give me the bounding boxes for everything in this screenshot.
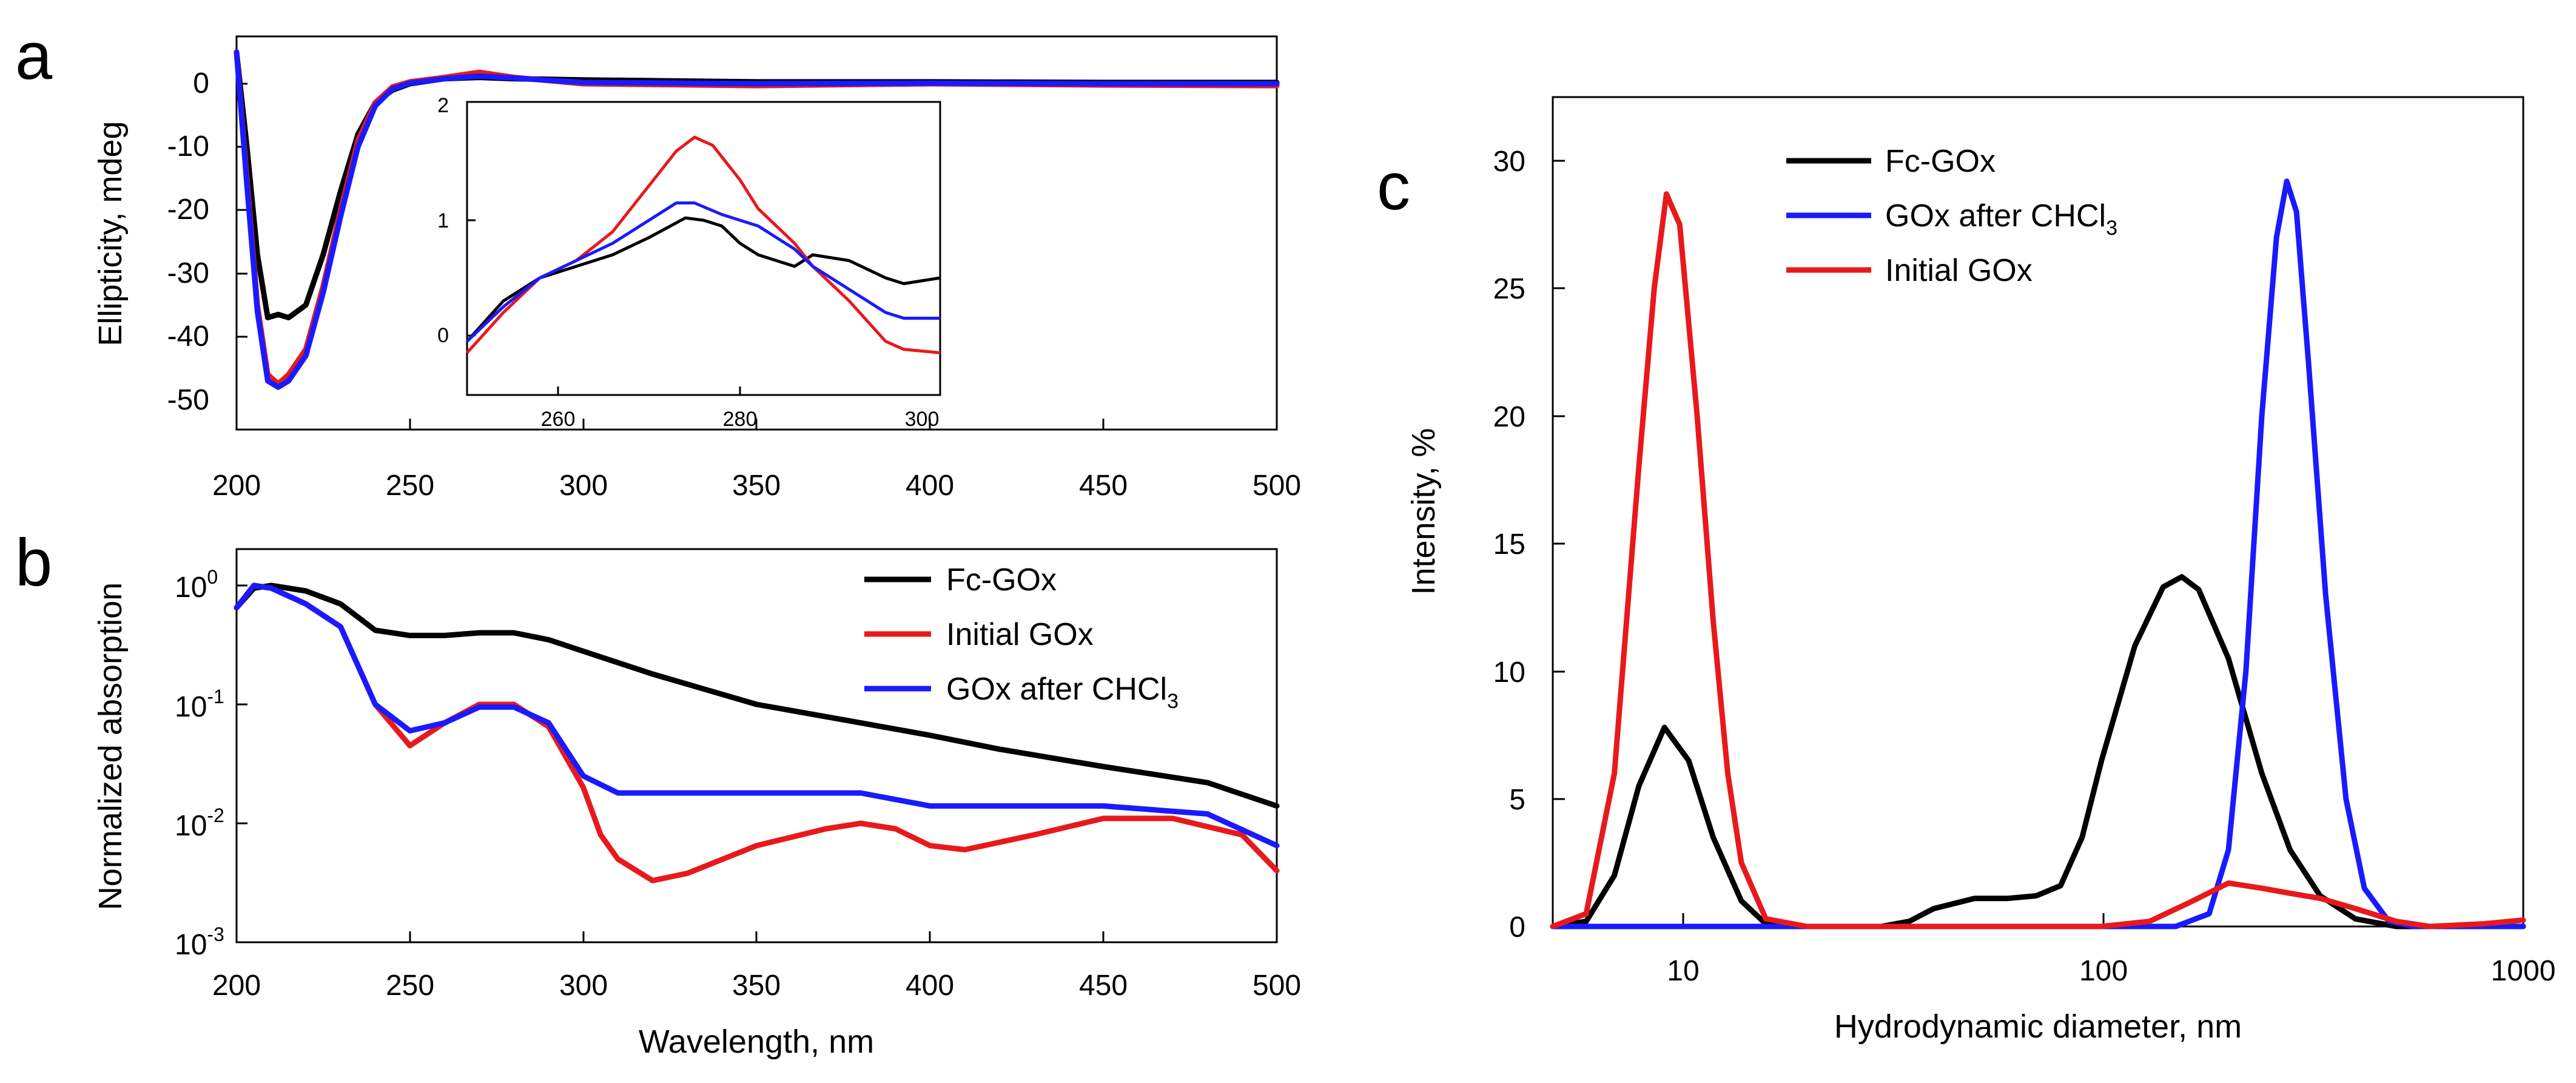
panel-b-xtick-label: 400 [906,970,954,1002]
panel-c-y-axis-title: Intensity, % [1405,428,1442,595]
panel-a-inset-xtick-label: 300 [905,408,940,431]
panel-a-inset-ytick-label: 2 [437,94,449,117]
panel-c-legend: Fc-GOx GOx after CHCl3 Initial GOx [1786,144,2117,288]
panel-a-y-ticks: 0 -10 -20 -30 -40 -50 [167,67,247,416]
panel-c-series-fc-gox [1550,574,2526,929]
panel-a-series [234,49,1280,390]
panel-c-ytick-label: 5 [1509,784,1525,816]
panel-b-xtick-label: 300 [559,970,608,1002]
panel-a-xtick-label: 200 [212,470,261,502]
panel-a-ytick-label: 0 [193,67,209,100]
panel-c-legend-label-gox-after-chcl3: GOx after CHCl3 [1885,198,2117,240]
panel-a-inset-frame [466,101,941,396]
panel-b-frame [235,548,1278,943]
panel-b-legend-label-initial-gox: Initial GOx [946,617,1094,652]
panel-c-ytick-label: 30 [1493,146,1525,178]
panel-b-xtick-label: 450 [1079,970,1128,1002]
panel-c-ytick-label: 0 [1509,911,1525,943]
panel-c-x-ticks: 10 100 1000 [1667,913,2555,987]
panel-b-series [234,582,1280,883]
panel-c-xtick-label: 100 [2079,955,2128,987]
panel-a-ytick-label: -40 [167,320,209,353]
panel-c-ytick-label: 15 [1493,528,1525,561]
panel-b-ytick-label: 100 [175,566,218,604]
panel-a-ytick-label: -20 [167,194,209,226]
panel-b-legend-label-gox-after-chcl3: GOx after CHCl3 [946,672,1179,713]
panel-a-inset-ytick-label: 0 [437,324,449,347]
panel-b-ytick-label: 10-3 [175,923,224,961]
panel-b-xtick-label: 500 [1253,970,1301,1002]
panel-a-inset-series-gox-after-chcl3 [466,201,940,343]
panel-b-xtick-label: 350 [732,970,781,1002]
panel-b: b 200 250 300 350 400 450 500 100 10-1 1… [15,525,1301,1060]
panel-b-legend-label-fc-gox: Fc-GOx [946,562,1057,598]
panel-c-series-gox-after-chcl3 [1550,178,2526,929]
panel-b-legend: Fc-GOx Initial GOx GOx after CHCl3 [864,562,1179,713]
panel-b-ytick-label: 10-2 [175,805,224,842]
panel-a-y-axis-title: Ellipticity, mdeg [92,121,129,346]
panel-a: a 200 250 300 350 400 450 500 0 -10 -20 … [15,19,1301,502]
panel-a-ytick-label: -30 [167,257,209,289]
panel-a-series-gox-after-chcl3 [234,49,1280,390]
panel-c-x-axis-title: Hydrodynamic diameter, nm [1834,1008,2242,1045]
panel-b-xtick-label: 250 [386,970,434,1002]
panel-b-series-gox-after-chcl3 [234,582,1280,849]
panel-c-series [1550,178,2526,929]
panel-a-xtick-label: 300 [559,470,608,502]
panel-c-series-initial-gox [1550,191,2526,929]
panel-b-y-ticks: 100 10-1 10-2 10-3 [175,566,247,961]
panel-a-xtick-label: 500 [1253,470,1301,502]
panel-b-series-fc-gox [234,582,1280,809]
panel-c-ytick-label: 10 [1493,656,1525,689]
panel-c-legend-label-initial-gox: Initial GOx [1885,253,2033,288]
panel-a-xtick-label: 400 [906,470,954,502]
panel-b-y-axis-title: Normalized absorption [92,582,129,910]
panel-a-xtick-label: 350 [732,470,781,502]
panel-c: c 10 100 1000 0 5 10 15 20 25 30 Intensi… [1377,96,2555,1045]
panel-b-ytick-label: 10-1 [175,686,224,723]
panel-b-x-ticks: 200 250 300 350 400 450 500 [212,931,1301,1002]
panel-b-x-axis-title: Wavelength, nm [639,1024,874,1060]
panel-c-ytick-label: 20 [1493,401,1525,433]
panel-a-ytick-label: -50 [167,384,209,416]
panel-a-inset: 260 280 300 0 1 2 [437,94,941,431]
panel-a-inset-ytick-label: 1 [437,209,449,232]
panel-a-xtick-label: 250 [386,470,434,502]
panel-a-letter: a [15,19,53,93]
panel-b-letter: b [15,525,52,600]
panel-c-y-ticks: 0 5 10 15 20 25 30 [1493,146,1565,943]
panel-a-xtick-label: 450 [1079,470,1128,502]
panel-c-ytick-label: 25 [1493,273,1525,305]
panel-b-xtick-label: 200 [212,970,261,1002]
panel-a-inset-series-fc-gox [466,216,941,343]
panel-b-series-initial-gox [234,582,1280,883]
panel-c-letter: c [1377,149,1410,224]
panel-a-x-ticks: 200 250 300 350 400 450 500 [212,419,1301,502]
panel-c-xtick-label: 1000 [2491,955,2556,987]
panel-a-inset-xtick-label: 260 [541,408,576,431]
panel-c-legend-label-fc-gox: Fc-GOx [1885,144,1996,179]
panel-c-xtick-label: 10 [1667,955,1699,987]
panel-a-inset-xtick-label: 280 [723,408,758,431]
panel-a-ytick-label: -10 [167,130,209,163]
